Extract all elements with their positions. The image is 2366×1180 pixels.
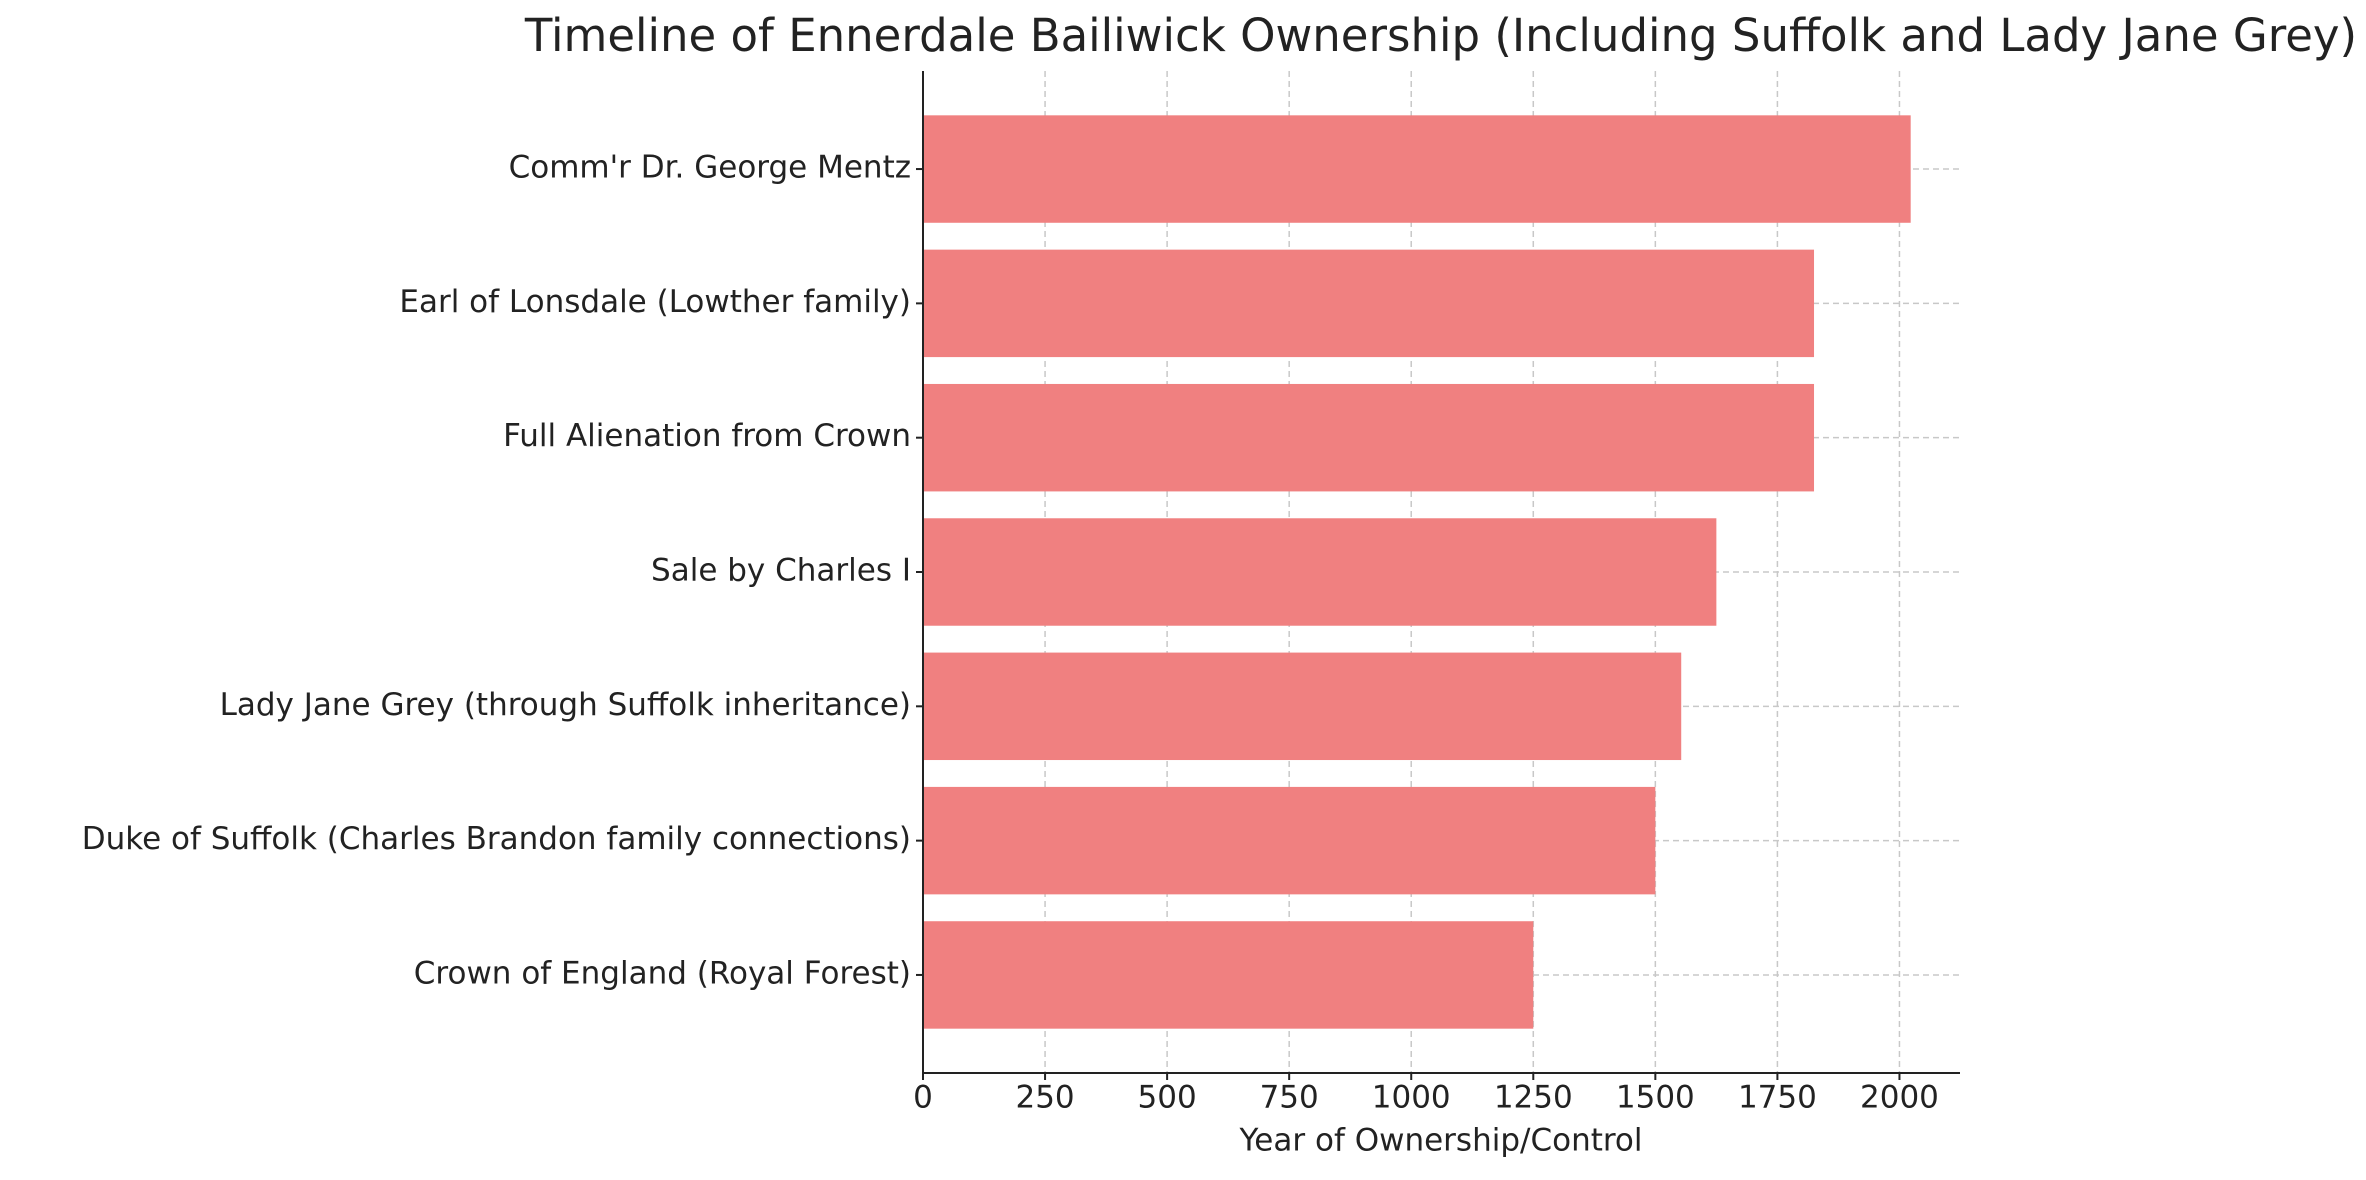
bar xyxy=(923,652,1682,761)
bar xyxy=(923,115,1911,223)
bar xyxy=(923,518,1717,626)
y-tick-label: Comm'r Dr. George Mentz xyxy=(509,150,911,186)
y-tick-label: Earl of Lonsdale (Lowther family) xyxy=(399,284,911,320)
x-tick-label: 1250 xyxy=(1494,1080,1573,1116)
x-tick-label: 2000 xyxy=(1860,1080,1939,1116)
chart-title: Timeline of Ennerdale Bailiwick Ownershi… xyxy=(524,9,2357,62)
x-tick-label: 500 xyxy=(1138,1080,1197,1116)
bar xyxy=(923,383,1815,492)
x-tick-label: 0 xyxy=(913,1080,933,1116)
bar xyxy=(923,249,1815,358)
y-tick-label: Crown of England (Royal Forest) xyxy=(414,955,911,991)
bar xyxy=(923,921,1534,1029)
y-tick-label: Full Alienation from Crown xyxy=(503,418,911,454)
y-tick-label: Lady Jane Grey (through Suffolk inherita… xyxy=(220,687,911,723)
x-tick-label: 1750 xyxy=(1738,1080,1817,1116)
x-tick-label: 250 xyxy=(1015,1080,1074,1116)
y-tick-label: Sale by Charles I xyxy=(651,553,911,589)
bar xyxy=(923,786,1656,895)
x-tick-label: 1000 xyxy=(1372,1080,1451,1116)
y-tick-label: Duke of Suffolk (Charles Brandon family … xyxy=(82,821,911,857)
x-axis-label: Year of Ownership/Control xyxy=(1238,1123,1642,1159)
x-tick-label: 1500 xyxy=(1616,1080,1695,1116)
x-tick-label: 750 xyxy=(1260,1080,1319,1116)
